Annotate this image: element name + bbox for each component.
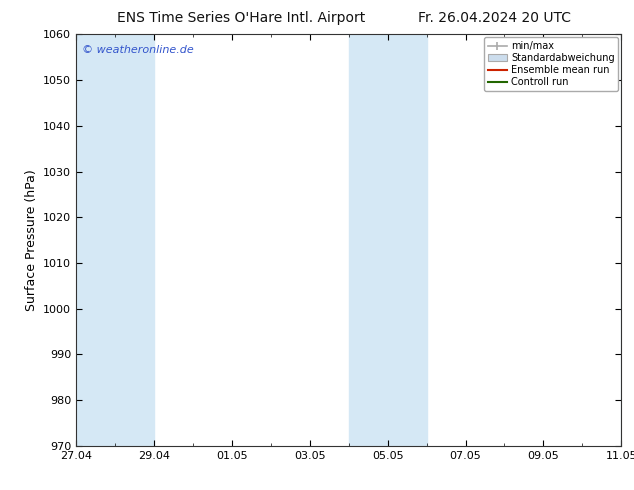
Bar — [349, 34, 427, 446]
Legend: min/max, Standardabweichung, Ensemble mean run, Controll run: min/max, Standardabweichung, Ensemble me… — [484, 37, 618, 91]
Bar — [76, 34, 154, 446]
Y-axis label: Surface Pressure (hPa): Surface Pressure (hPa) — [25, 169, 37, 311]
Bar — [621, 34, 629, 446]
Text: © weatheronline.de: © weatheronline.de — [82, 45, 193, 54]
Text: Fr. 26.04.2024 20 UTC: Fr. 26.04.2024 20 UTC — [418, 11, 571, 25]
Text: ENS Time Series O'Hare Intl. Airport: ENS Time Series O'Hare Intl. Airport — [117, 11, 365, 25]
